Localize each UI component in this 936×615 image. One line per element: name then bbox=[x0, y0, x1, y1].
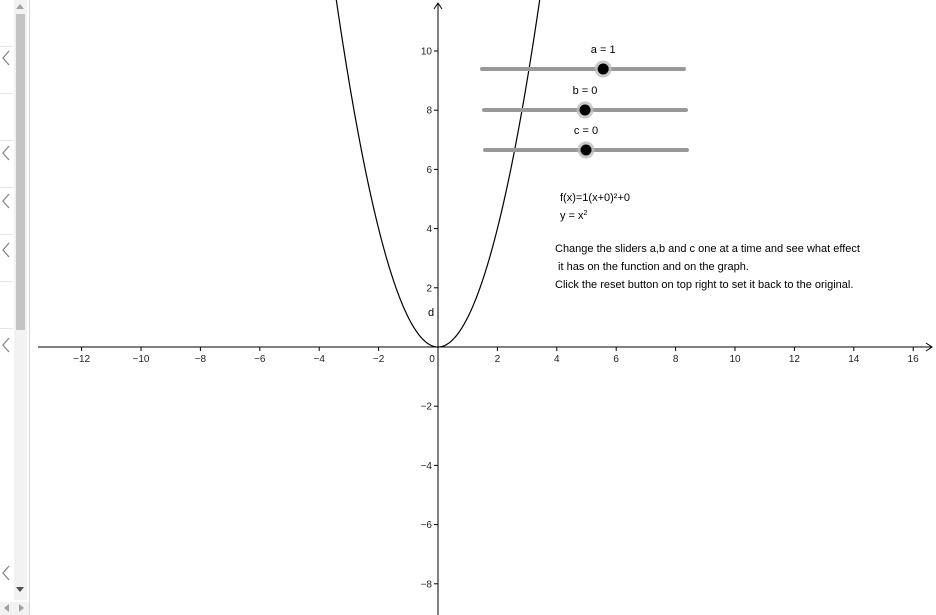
base-equation-text: y = x bbox=[560, 210, 584, 222]
x-tick-label: 12 bbox=[789, 354, 801, 365]
scroll-up-icon[interactable] bbox=[16, 4, 24, 9]
y-tick-label: 4 bbox=[426, 224, 432, 235]
x-tick-label: 14 bbox=[848, 354, 860, 365]
slider-a-label: a = 1 bbox=[591, 44, 616, 56]
slider-b-label: b = 0 bbox=[573, 85, 598, 97]
x-tick-label: 10 bbox=[729, 354, 741, 365]
base-equation: y = x2 bbox=[560, 210, 587, 223]
y-tick-label: −6 bbox=[421, 520, 433, 531]
chevron-left-icon[interactable] bbox=[1, 242, 11, 258]
scroll-right-icon[interactable] bbox=[19, 604, 24, 612]
x-tick-label: 2 bbox=[495, 354, 501, 365]
x-tick-label: 4 bbox=[554, 354, 560, 365]
function-curve[interactable] bbox=[333, 0, 542, 348]
sidebar-item[interactable] bbox=[0, 0, 13, 47]
sidebar-item[interactable] bbox=[0, 235, 13, 282]
y-axis-ticks: −8 −6 −4 −2 2 4 6 8 10 bbox=[421, 47, 438, 590]
chevron-left-icon[interactable] bbox=[1, 193, 11, 209]
instruction-line-3: Click the reset button on top right to s… bbox=[555, 279, 854, 291]
y-tick-label: 8 bbox=[426, 106, 432, 117]
algebra-view-sidebar bbox=[0, 0, 30, 615]
x-tick-label: −8 bbox=[195, 354, 207, 365]
slider-c-knob[interactable] bbox=[580, 144, 592, 156]
x-tick-label: −4 bbox=[313, 354, 325, 365]
slider-a-knob[interactable] bbox=[597, 63, 609, 75]
sidebar-item[interactable] bbox=[0, 282, 13, 329]
chevron-left-icon[interactable] bbox=[1, 337, 11, 353]
scrollbar-thumb[interactable] bbox=[16, 14, 25, 330]
base-equation-exponent: 2 bbox=[583, 210, 588, 217]
slider-b[interactable]: b = 0 bbox=[482, 85, 688, 119]
instruction-line-2: it has on the function and on the graph. bbox=[555, 261, 749, 273]
chevron-left-icon[interactable] bbox=[1, 145, 11, 161]
sidebar-item[interactable] bbox=[0, 141, 13, 188]
chevron-left-icon[interactable] bbox=[1, 50, 11, 66]
x-tick-label: 8 bbox=[673, 354, 679, 365]
x-tick-label: −10 bbox=[133, 354, 150, 365]
y-tick-label: −2 bbox=[421, 402, 433, 413]
x-tick-label: 0 bbox=[429, 354, 435, 365]
slider-c[interactable]: c = 0 bbox=[483, 125, 689, 159]
sliders: a = 1 b = 0 c = 0 bbox=[480, 44, 689, 159]
slider-a[interactable]: a = 1 bbox=[480, 44, 686, 78]
axes bbox=[38, 2, 933, 615]
x-tick-label: −12 bbox=[73, 354, 90, 365]
point-label-d: d bbox=[428, 307, 435, 319]
x-tick-label: −6 bbox=[254, 354, 266, 365]
instruction-line-1: Change the sliders a,b and c one at a ti… bbox=[555, 243, 860, 255]
slider-c-label: c = 0 bbox=[574, 125, 598, 137]
graphics-view[interactable]: −12 −10 −8 −6 −4 −2 0 2 4 6 8 10 12 14 16 −8 −6 −4 −2 2 4 6 8… bbox=[30, 0, 936, 615]
function-equation: f(x)=1(x+0)²+0 bbox=[560, 192, 630, 204]
x-tick-label: −2 bbox=[373, 354, 385, 365]
y-tick-label: −4 bbox=[421, 461, 433, 472]
scroll-left-icon[interactable] bbox=[4, 604, 9, 612]
x-axis-ticks: −12 −10 −8 −6 −4 −2 0 2 4 6 8 10 12 14 16 bbox=[73, 347, 919, 365]
y-tick-label: 2 bbox=[426, 283, 432, 294]
y-tick-label: −8 bbox=[421, 579, 433, 590]
x-axis-arrow-icon bbox=[925, 342, 933, 352]
slider-b-knob[interactable] bbox=[579, 104, 591, 116]
x-tick-label: 6 bbox=[613, 354, 619, 365]
y-tick-label: 10 bbox=[421, 47, 433, 58]
y-axis-arrow-icon bbox=[433, 2, 443, 10]
sidebar-item[interactable] bbox=[0, 47, 13, 94]
scroll-down-icon[interactable] bbox=[16, 587, 24, 592]
y-tick-label: 6 bbox=[426, 165, 432, 176]
sidebar-item[interactable] bbox=[0, 94, 13, 141]
x-tick-label: 16 bbox=[908, 354, 920, 365]
sidebar-item[interactable] bbox=[0, 188, 13, 235]
chevron-left-icon[interactable] bbox=[1, 565, 11, 581]
